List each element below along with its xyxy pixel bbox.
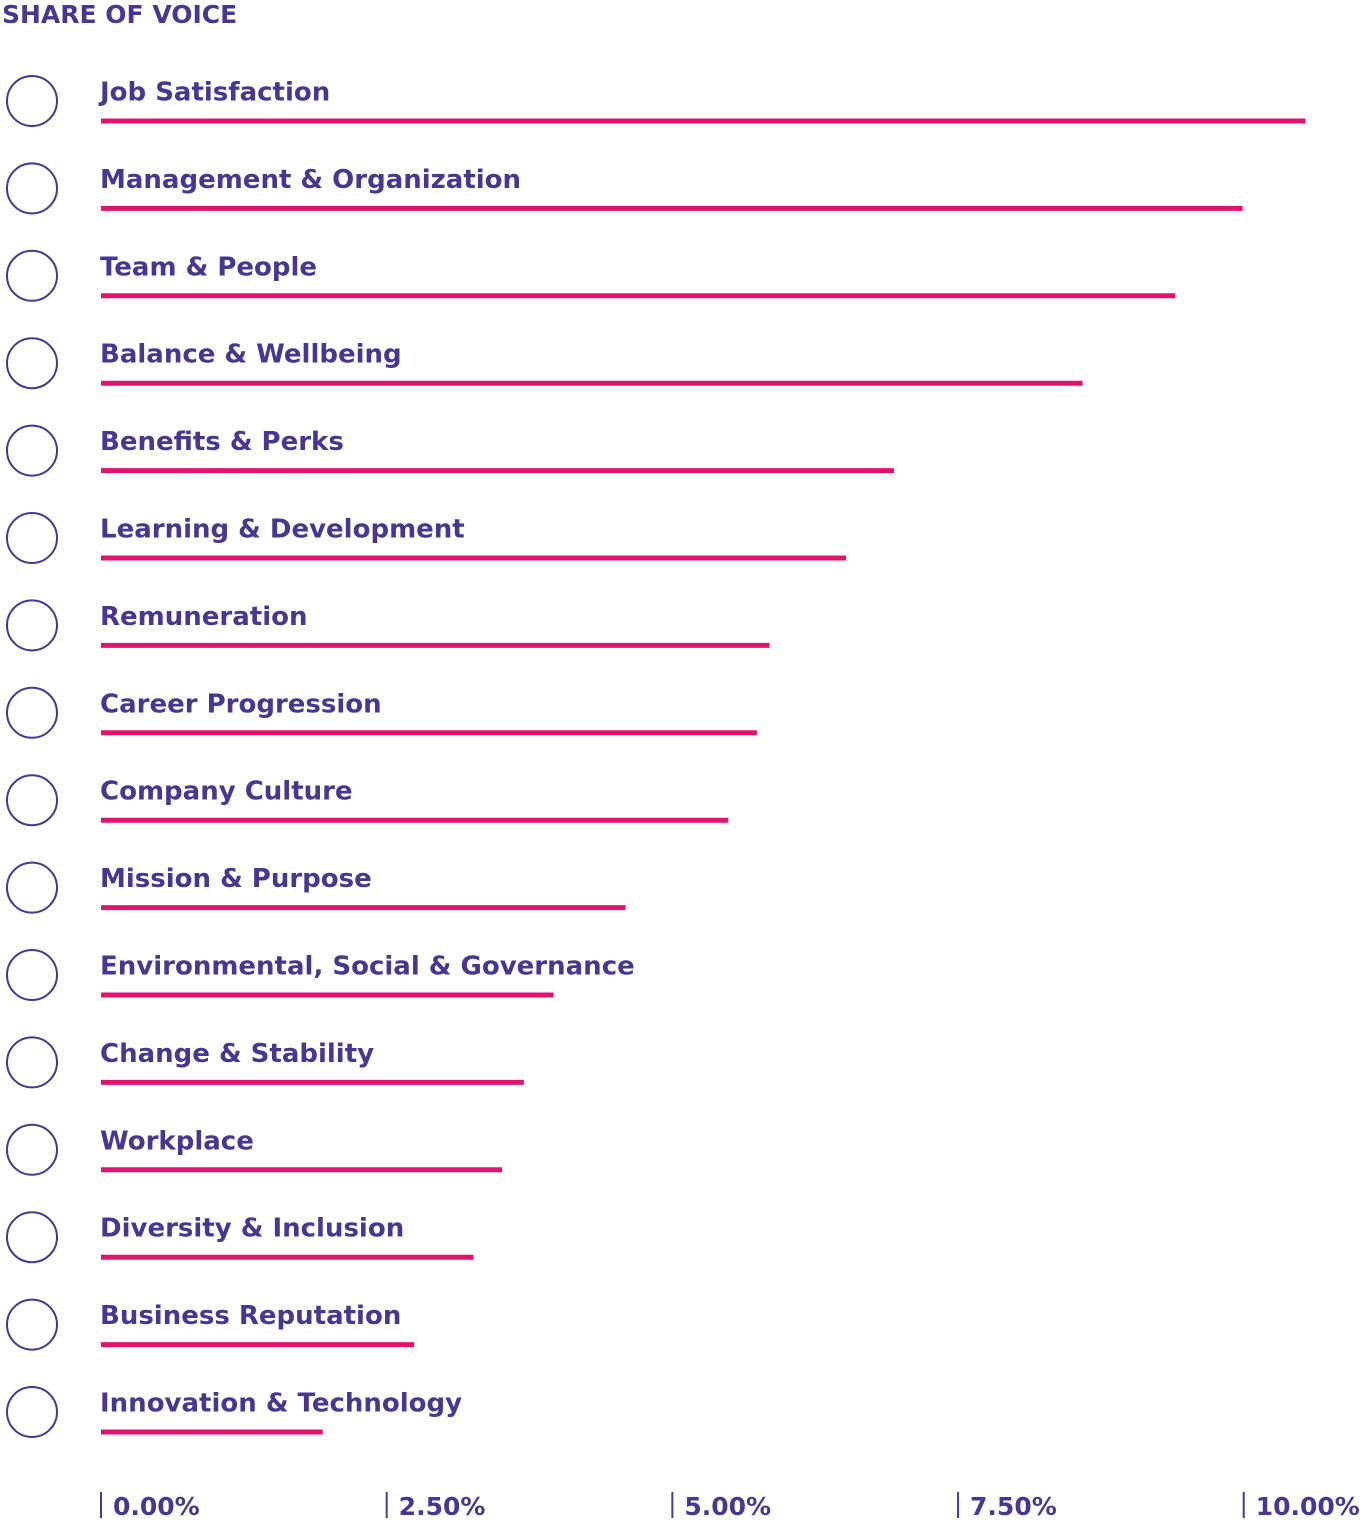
category-label: Remuneration	[100, 602, 307, 632]
x-tick-label: 5.00%	[684, 1492, 771, 1521]
category-label: Diversity & Inclusion	[100, 1214, 404, 1244]
category-label: Company Culture	[100, 777, 353, 807]
icon	[6, 337, 58, 390]
category-label: Job Satisfaction	[98, 78, 330, 108]
x-tick-label: 7.50%	[970, 1492, 1057, 1521]
icon	[6, 686, 58, 739]
icon	[6, 1298, 58, 1351]
x-tick-label: 0.00%	[113, 1492, 200, 1521]
category-label: Business Reputation	[100, 1301, 401, 1331]
icon	[6, 599, 58, 652]
icon	[6, 1036, 58, 1089]
category-label: Balance & Wellbeing	[100, 340, 402, 370]
category-label: Management & Organization	[100, 165, 521, 195]
category-label: Environmental, Social & Governance	[100, 952, 635, 982]
icon	[6, 1386, 58, 1438]
icon	[6, 162, 58, 215]
icon	[6, 249, 58, 302]
icon	[6, 861, 58, 914]
category-label: Career Progression	[100, 689, 382, 719]
category-label: Innovation & Technology	[100, 1389, 462, 1419]
icon	[6, 774, 58, 827]
icon	[6, 75, 58, 127]
icon	[6, 424, 58, 477]
category-label: Team & People	[100, 252, 317, 282]
icon	[6, 1211, 58, 1264]
icon	[6, 512, 58, 564]
icon	[6, 1123, 58, 1176]
category-label: Change & Stability	[100, 1039, 374, 1069]
chart-title: SHARE OF VOICE	[2, 0, 237, 29]
x-tick-label: 10.00%	[1256, 1492, 1360, 1521]
category-label: Mission & Purpose	[100, 864, 372, 894]
x-tick-label: 2.50%	[399, 1492, 486, 1521]
category-label: Learning & Development	[100, 515, 465, 545]
category-label: Workplace	[100, 1126, 254, 1156]
category-label: Benefits & Perks	[100, 427, 344, 457]
icon	[6, 949, 58, 1001]
